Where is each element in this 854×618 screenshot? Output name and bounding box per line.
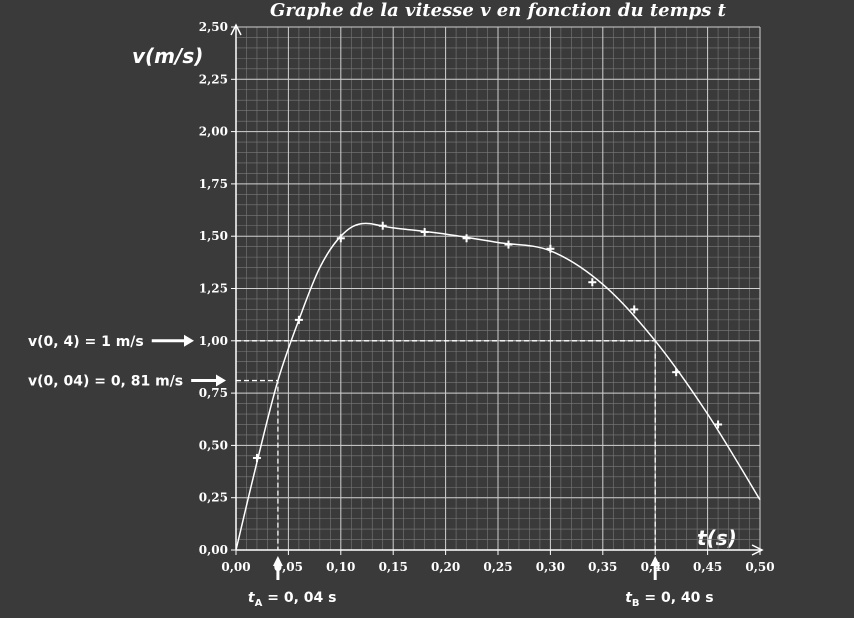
annotation-part: = 0, 40 s: [640, 590, 714, 606]
data-point: [546, 244, 555, 253]
data-point: [504, 240, 513, 249]
data-point: [630, 305, 639, 314]
annotation-part: t: [248, 590, 256, 606]
annotation-part: t: [625, 590, 633, 606]
time-annotation: tB = 0, 40 s: [625, 590, 713, 609]
annotation-part: = 0, 04 s: [262, 590, 336, 606]
y-tick-label: 2,50: [199, 20, 228, 34]
x-tick-label: 0,25: [483, 560, 512, 574]
y-tick-label: 0,75: [199, 386, 228, 400]
y-tick-label: 0,25: [199, 491, 228, 505]
x-tick-label: 0,15: [379, 560, 408, 574]
x-axis-label: t(s): [697, 526, 737, 550]
data-point: [252, 453, 261, 462]
arrow-head: [216, 374, 226, 387]
value-annotation: v(0, 4) = 1 m/s: [28, 334, 144, 350]
x-tick-label: 0,20: [431, 560, 460, 574]
annotation-part: A: [255, 598, 263, 609]
data-point: [672, 368, 681, 377]
value-annotation: v(0, 04) = 0, 81 m/s: [28, 374, 183, 390]
data-point: [714, 420, 723, 429]
arrow-head: [650, 556, 661, 566]
arrow-head: [272, 556, 283, 566]
x-axis-arrow: [751, 544, 764, 556]
fit-curve: [235, 222, 761, 551]
x-tick-label: 0,30: [536, 560, 565, 574]
y-tick-label: 2,25: [199, 72, 228, 86]
y-axis-arrow: [230, 23, 242, 36]
y-tick-label: 1,75: [199, 177, 228, 191]
time-annotation: tA = 0, 04 s: [248, 590, 337, 609]
y-tick-label: 1,00: [199, 334, 228, 348]
y-tick-label: 1,25: [199, 282, 228, 296]
data-point: [336, 234, 345, 243]
y-axis-label: v(m/s): [132, 44, 203, 68]
x-tick-label: 0,10: [326, 560, 355, 574]
y-tick-label: 2,00: [199, 125, 228, 139]
x-tick-label: 0,35: [588, 560, 617, 574]
data-point: [420, 228, 429, 237]
data-point: [378, 221, 387, 230]
data-point: [294, 315, 303, 324]
y-tick-label: 0,00: [199, 543, 228, 557]
y-tick-label: 1,50: [199, 229, 228, 243]
x-tick-label: 0,45: [693, 560, 722, 574]
y-tick-label: 0,50: [199, 438, 228, 452]
x-tick-label: 0,50: [745, 560, 774, 574]
data-point: [462, 234, 471, 243]
annotation-part: B: [632, 598, 640, 609]
x-tick-label: 0,00: [221, 560, 250, 574]
arrow-head: [184, 334, 194, 347]
chart-title: Graphe de la vitesse v en fonction du te…: [270, 0, 727, 21]
data-point: [588, 278, 597, 287]
